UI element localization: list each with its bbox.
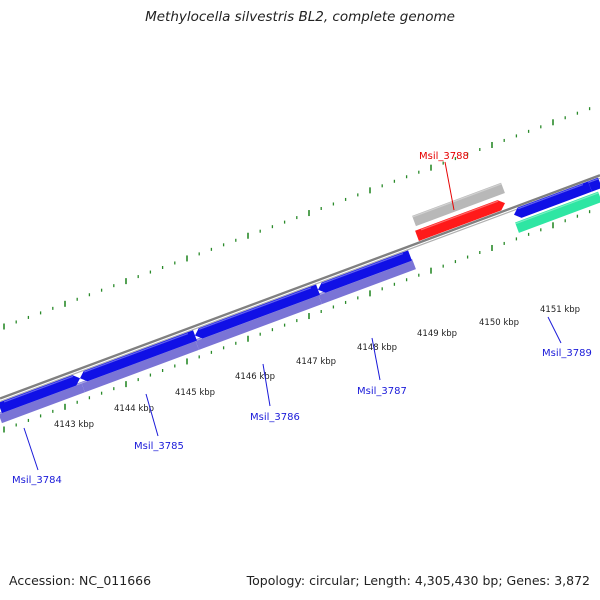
gray-feature-bar-highlight	[412, 183, 502, 218]
gray-feature-bar	[412, 182, 505, 227]
cds-feature-shape	[514, 181, 592, 218]
kbp-label: 4148 kbp	[357, 343, 397, 353]
accession-text: Accession: NC_011666	[9, 573, 152, 588]
cds-feature-highlight	[321, 252, 404, 285]
cds-feature-highlight	[588, 178, 599, 184]
cds-feature-shape	[588, 177, 600, 192]
rna-feature	[515, 191, 600, 233]
cds-feature-highlight	[3, 375, 74, 403]
cds-feature-shape	[80, 330, 197, 382]
gene-leader-line	[23, 427, 39, 471]
cds-feature-highlight	[83, 332, 189, 373]
cds-feature	[514, 181, 592, 218]
rna-feature-shape	[515, 191, 600, 233]
cds-feature-shape	[318, 250, 412, 293]
kbp-label: 4151 kbp	[540, 305, 580, 315]
map-title: Methylocella silvestris BL2, complete ge…	[145, 9, 455, 25]
cds-feature-highlight	[198, 287, 312, 330]
cds-feature-shape	[0, 375, 81, 414]
cds-feature	[80, 330, 197, 382]
cds-shadow-bar-shape	[0, 381, 85, 424]
highlighted-gene-bar-shape	[415, 200, 506, 242]
highlighted-gene-bar	[415, 200, 506, 242]
genome-summary-text: Topology: circular; Length: 4,305,430 bp…	[246, 573, 590, 588]
kbp-label: 4145 kbp	[175, 388, 215, 398]
backbone-line	[0, 174, 600, 400]
kbp-label: 4149 kbp	[417, 329, 457, 339]
cds-feature	[318, 250, 412, 293]
cds-shadow-bar-shape	[195, 293, 322, 350]
kbp-label: 4144 kbp	[114, 404, 154, 414]
gene-leader-line	[547, 316, 562, 344]
kbp-label: 4146 kbp	[235, 372, 275, 382]
gene-label: Msil_3788	[419, 151, 469, 162]
backbone-line	[0, 177, 600, 403]
gene-label: Msil_3786	[250, 412, 300, 423]
cds-feature	[0, 375, 81, 414]
gene-label: Msil_3785	[134, 441, 184, 452]
gene-leader-line	[444, 161, 455, 211]
cds-feature-highlight	[517, 184, 584, 210]
gray-feature-bar-shape	[412, 182, 505, 227]
cds-feature	[588, 177, 600, 192]
gene-leader-line	[262, 363, 271, 407]
highlighted-gene-bar-highlight	[420, 200, 499, 231]
gene-label: Msil_3784	[12, 475, 62, 486]
gene-label: Msil_3787	[357, 386, 407, 397]
gene-leader-line	[371, 337, 381, 381]
cds-shadow-bar-shape	[81, 339, 199, 393]
gene-label: Msil_3789	[542, 348, 592, 359]
cds-shadow-bar-shape	[318, 258, 416, 305]
kbp-label: 4147 kbp	[296, 357, 336, 367]
kbp-label: 4143 kbp	[54, 420, 94, 430]
cds-feature-shape	[195, 284, 320, 339]
cds-feature	[195, 284, 320, 339]
kbp-label: 4150 kbp	[479, 318, 519, 328]
gene-leader-line	[145, 393, 159, 437]
rna-feature-highlight	[515, 192, 599, 225]
